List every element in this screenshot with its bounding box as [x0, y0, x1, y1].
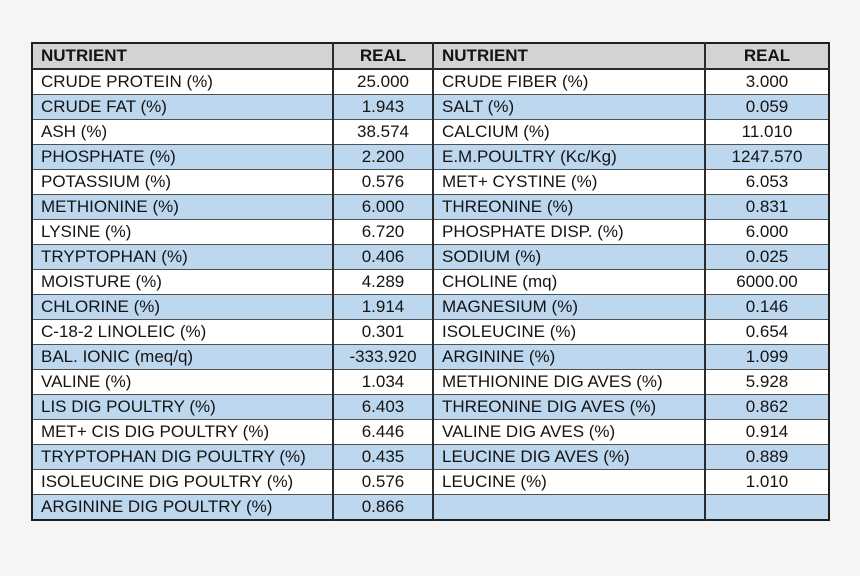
nutrient-label-cell: ASH (%) [31, 119, 334, 145]
nutrient-label-cell: CRUDE PROTEIN (%) [31, 68, 334, 95]
nutrient-composition-table: NUTRIENT REAL NUTRIENT REAL CRUDE PROTEI… [31, 42, 830, 521]
table-row: PHOSPHATE (%) 2.200 E.M.POULTRY (Kc/Kg) … [31, 144, 830, 170]
nutrient-label-cell: CALCIUM (%) [432, 119, 706, 145]
real-value-cell: 5.928 [704, 369, 830, 395]
real-value-cell: 6000.00 [704, 269, 830, 295]
real-value-cell: 0.576 [332, 469, 434, 495]
nutrient-label-cell: LEUCINE (%) [432, 469, 706, 495]
real-value-cell: 25.000 [332, 68, 434, 95]
real-value-cell: 2.200 [332, 144, 434, 170]
real-value-cell: 6.053 [704, 169, 830, 195]
real-value-cell: -333.920 [332, 344, 434, 370]
real-value-cell: 0.866 [332, 494, 434, 521]
nutrient-label-cell: LYSINE (%) [31, 219, 334, 245]
table-row: BAL. IONIC (meq/q) -333.920 ARGININE (%)… [31, 344, 830, 370]
nutrient-label-cell: ISOLEUCINE DIG POULTRY (%) [31, 469, 334, 495]
real-value-cell: 0.025 [704, 244, 830, 270]
table-row: MET+ CIS DIG POULTRY (%) 6.446 VALINE DI… [31, 419, 830, 445]
real-value-cell: 0.831 [704, 194, 830, 220]
nutrient-label-cell: SODIUM (%) [432, 244, 706, 270]
nutrient-label-cell: METHIONINE (%) [31, 194, 334, 220]
table-row: C-18-2 LINOLEIC (%) 0.301 ISOLEUCINE (%)… [31, 319, 830, 345]
nutrient-label-cell: C-18-2 LINOLEIC (%) [31, 319, 334, 345]
real-value-cell: 6.000 [704, 219, 830, 245]
nutrient-label-cell: VALINE (%) [31, 369, 334, 395]
real-value-cell: 4.289 [332, 269, 434, 295]
table-row: VALINE (%) 1.034 METHIONINE DIG AVES (%)… [31, 369, 830, 395]
real-value-cell: 0.406 [332, 244, 434, 270]
table-row: ARGININE DIG POULTRY (%) 0.866 [31, 494, 830, 521]
table-row: CHLORINE (%) 1.914 MAGNESIUM (%) 0.146 [31, 294, 830, 320]
real-value-cell: 0.059 [704, 94, 830, 120]
real-value-cell: 6.446 [332, 419, 434, 445]
nutrient-label-cell: TRYPTOPHAN (%) [31, 244, 334, 270]
nutrient-label-cell: ISOLEUCINE (%) [432, 319, 706, 345]
real-value-cell: 11.010 [704, 119, 830, 145]
nutrient-label-cell: VALINE DIG AVES (%) [432, 419, 706, 445]
real-value-cell: 38.574 [332, 119, 434, 145]
table-row: MOISTURE (%) 4.289 CHOLINE (mq) 6000.00 [31, 269, 830, 295]
header-real-left: REAL [332, 42, 434, 70]
real-value-cell: 1.099 [704, 344, 830, 370]
nutrient-label-cell: LIS DIG POULTRY (%) [31, 394, 334, 420]
table-row: LIS DIG POULTRY (%) 6.403 THREONINE DIG … [31, 394, 830, 420]
real-value-cell: 1.010 [704, 469, 830, 495]
real-value-cell: 0.914 [704, 419, 830, 445]
nutrient-label-cell: TRYPTOPHAN DIG POULTRY (%) [31, 444, 334, 470]
nutrient-label-cell: MET+ CYSTINE (%) [432, 169, 706, 195]
nutrient-label-cell: PHOSPHATE DISP. (%) [432, 219, 706, 245]
nutrient-label-cell: CHLORINE (%) [31, 294, 334, 320]
table-row: ASH (%) 38.574 CALCIUM (%) 11.010 [31, 119, 830, 145]
real-value-cell: 1247.570 [704, 144, 830, 170]
real-value-cell: 0.889 [704, 444, 830, 470]
nutrient-label-cell: MET+ CIS DIG POULTRY (%) [31, 419, 334, 445]
real-value-cell: 0.435 [332, 444, 434, 470]
nutrient-label-cell: CRUDE FAT (%) [31, 94, 334, 120]
nutrient-label-cell: E.M.POULTRY (Kc/Kg) [432, 144, 706, 170]
nutrient-label-cell: PHOSPHATE (%) [31, 144, 334, 170]
real-value-cell: 0.301 [332, 319, 434, 345]
real-value-cell: 1.914 [332, 294, 434, 320]
nutrient-label-cell: MAGNESIUM (%) [432, 294, 706, 320]
nutrient-label-cell: POTASSIUM (%) [31, 169, 334, 195]
table-row: CRUDE PROTEIN (%) 25.000 CRUDE FIBER (%)… [31, 68, 830, 95]
table-body: CRUDE PROTEIN (%) 25.000 CRUDE FIBER (%)… [31, 68, 830, 521]
nutrient-label-cell: LEUCINE DIG AVES (%) [432, 444, 706, 470]
real-value-cell: 1.943 [332, 94, 434, 120]
table-row: POTASSIUM (%) 0.576 MET+ CYSTINE (%) 6.0… [31, 169, 830, 195]
header-nutrient-right: NUTRIENT [432, 42, 706, 70]
real-value-cell: 6.720 [332, 219, 434, 245]
real-value-cell: 6.000 [332, 194, 434, 220]
real-value-cell: 0.576 [332, 169, 434, 195]
table-row: METHIONINE (%) 6.000 THREONINE (%) 0.831 [31, 194, 830, 220]
nutrient-label-cell: ARGININE DIG POULTRY (%) [31, 494, 334, 521]
header-real-right: REAL [704, 42, 830, 70]
table-row: TRYPTOPHAN DIG POULTRY (%) 0.435 LEUCINE… [31, 444, 830, 470]
nutrient-label-cell-empty [432, 494, 706, 521]
table-row: TRYPTOPHAN (%) 0.406 SODIUM (%) 0.025 [31, 244, 830, 270]
nutrient-label-cell: THREONINE DIG AVES (%) [432, 394, 706, 420]
nutrient-label-cell: CHOLINE (mq) [432, 269, 706, 295]
nutrient-label-cell: BAL. IONIC (meq/q) [31, 344, 334, 370]
real-value-cell: 0.862 [704, 394, 830, 420]
nutrient-label-cell: METHIONINE DIG AVES (%) [432, 369, 706, 395]
table-row: LYSINE (%) 6.720 PHOSPHATE DISP. (%) 6.0… [31, 219, 830, 245]
table-row: CRUDE FAT (%) 1.943 SALT (%) 0.059 [31, 94, 830, 120]
table-row: ISOLEUCINE DIG POULTRY (%) 0.576 LEUCINE… [31, 469, 830, 495]
header-nutrient-left: NUTRIENT [31, 42, 334, 70]
nutrient-label-cell: MOISTURE (%) [31, 269, 334, 295]
real-value-cell: 0.654 [704, 319, 830, 345]
real-value-cell: 1.034 [332, 369, 434, 395]
real-value-cell: 6.403 [332, 394, 434, 420]
nutrient-label-cell: THREONINE (%) [432, 194, 706, 220]
real-value-cell: 0.146 [704, 294, 830, 320]
real-value-cell: 3.000 [704, 68, 830, 95]
nutrient-label-cell: ARGININE (%) [432, 344, 706, 370]
nutrient-label-cell: SALT (%) [432, 94, 706, 120]
table-header-row: NUTRIENT REAL NUTRIENT REAL [31, 42, 830, 70]
real-value-cell-empty [704, 494, 830, 521]
nutrient-label-cell: CRUDE FIBER (%) [432, 68, 706, 95]
